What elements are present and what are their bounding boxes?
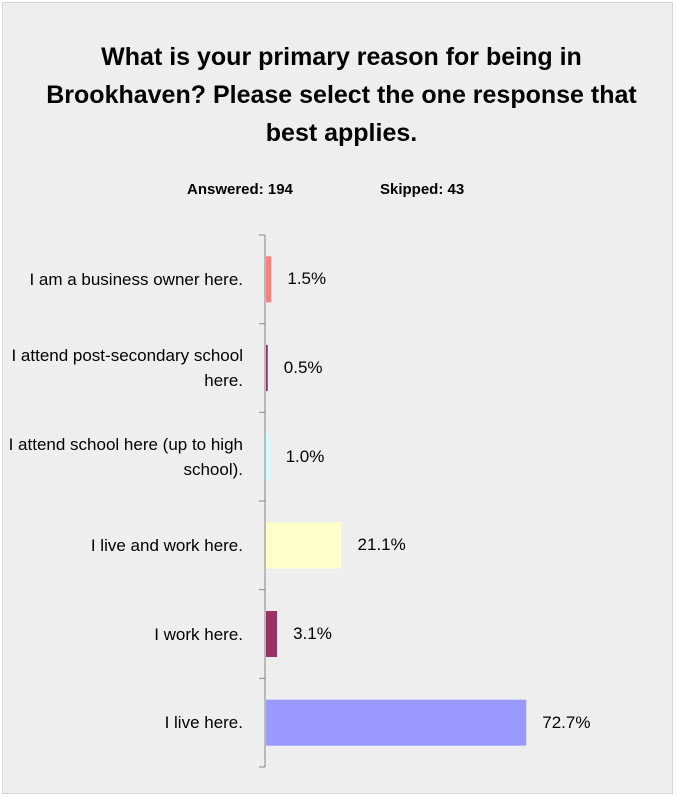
category-label: I live here. <box>164 713 243 733</box>
data-label: 1.0% <box>285 446 325 466</box>
chart-title: What is your primary reason for being in… <box>46 43 637 147</box>
data-label: 0.5% <box>283 358 323 377</box>
bar <box>266 433 270 480</box>
skipped-count: Skipped: 43 <box>380 181 465 198</box>
category-label: I am a business owner here. <box>29 269 243 289</box>
data-label: 72.7% <box>542 712 591 732</box>
category-label: I attend school here (up to high school)… <box>8 434 243 479</box>
data-label: 1.5% <box>287 269 327 289</box>
bar <box>266 345 268 392</box>
category-axis <box>259 234 266 768</box>
bar <box>266 522 342 569</box>
answered-count: Answered: 194 <box>187 181 293 198</box>
data-label: 3.1% <box>293 624 332 643</box>
bar <box>266 611 278 658</box>
category-label: I attend post-secondary school here. <box>11 346 243 390</box>
category-label: I live and work here. <box>90 535 243 555</box>
bar <box>266 699 527 746</box>
data-label: 21.1% <box>357 535 406 555</box>
bars-layer <box>266 256 527 746</box>
bar <box>266 256 272 303</box>
category-label: I work here. <box>154 624 243 644</box>
